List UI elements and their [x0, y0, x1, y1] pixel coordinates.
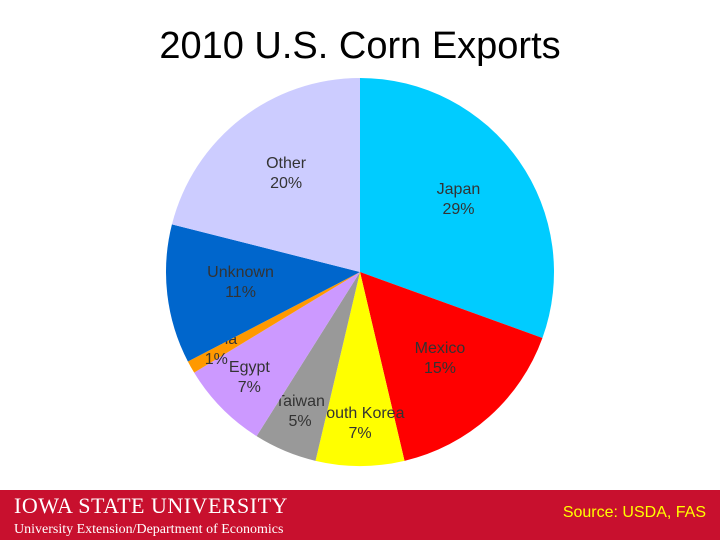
value-label: 15%: [424, 360, 456, 377]
footer-logo: IOWA STATE UNIVERSITY: [14, 493, 288, 518]
slice-label: Unknown 11%: [207, 264, 274, 301]
value-label: 11%: [225, 284, 256, 301]
pie-slice: [165, 224, 360, 362]
slice-label: Other 20%: [266, 155, 307, 192]
pie-slice: [171, 78, 360, 272]
value-label: 20%: [270, 175, 302, 192]
category-label: Taiwan: [275, 393, 325, 410]
chart-title: 2010 U.S. Corn Exports: [159, 25, 560, 67]
category-label: Unknown: [207, 264, 274, 281]
pie-slice: [256, 272, 360, 461]
pie-slice: [194, 272, 360, 437]
slice-label: South Korea 7%: [316, 405, 405, 442]
category-label: Mexico: [415, 340, 466, 357]
pie: Japan 29% Mexico 15% South Korea 7% Taiwan 5% Eg…: [165, 78, 554, 466]
source: Source: USDA, FAS: [563, 504, 706, 521]
pie-slice: [360, 272, 543, 461]
pie-slice: [187, 272, 360, 373]
value-label: 1%: [205, 351, 228, 368]
slice-label: Japan 29%: [437, 181, 481, 218]
footer-band: [0, 490, 720, 540]
value-label: 29%: [442, 201, 474, 218]
footer-department: University Extension/Department of Econo…: [14, 522, 283, 537]
category-label: Egypt: [229, 359, 270, 376]
pie-slice: [360, 78, 554, 339]
value-label: 7%: [238, 379, 261, 396]
slice-label: Egypt 7%: [229, 359, 270, 396]
slice-label: Taiwan 5%: [275, 393, 325, 430]
value-label: 5%: [288, 413, 311, 430]
slice-label: Mexico 15%: [415, 340, 466, 377]
category-label: Other: [266, 155, 307, 172]
category-label: South Korea: [316, 405, 405, 422]
pie-slice: [315, 272, 405, 466]
category-label: Japan: [437, 181, 481, 198]
value-label: 7%: [348, 425, 371, 442]
